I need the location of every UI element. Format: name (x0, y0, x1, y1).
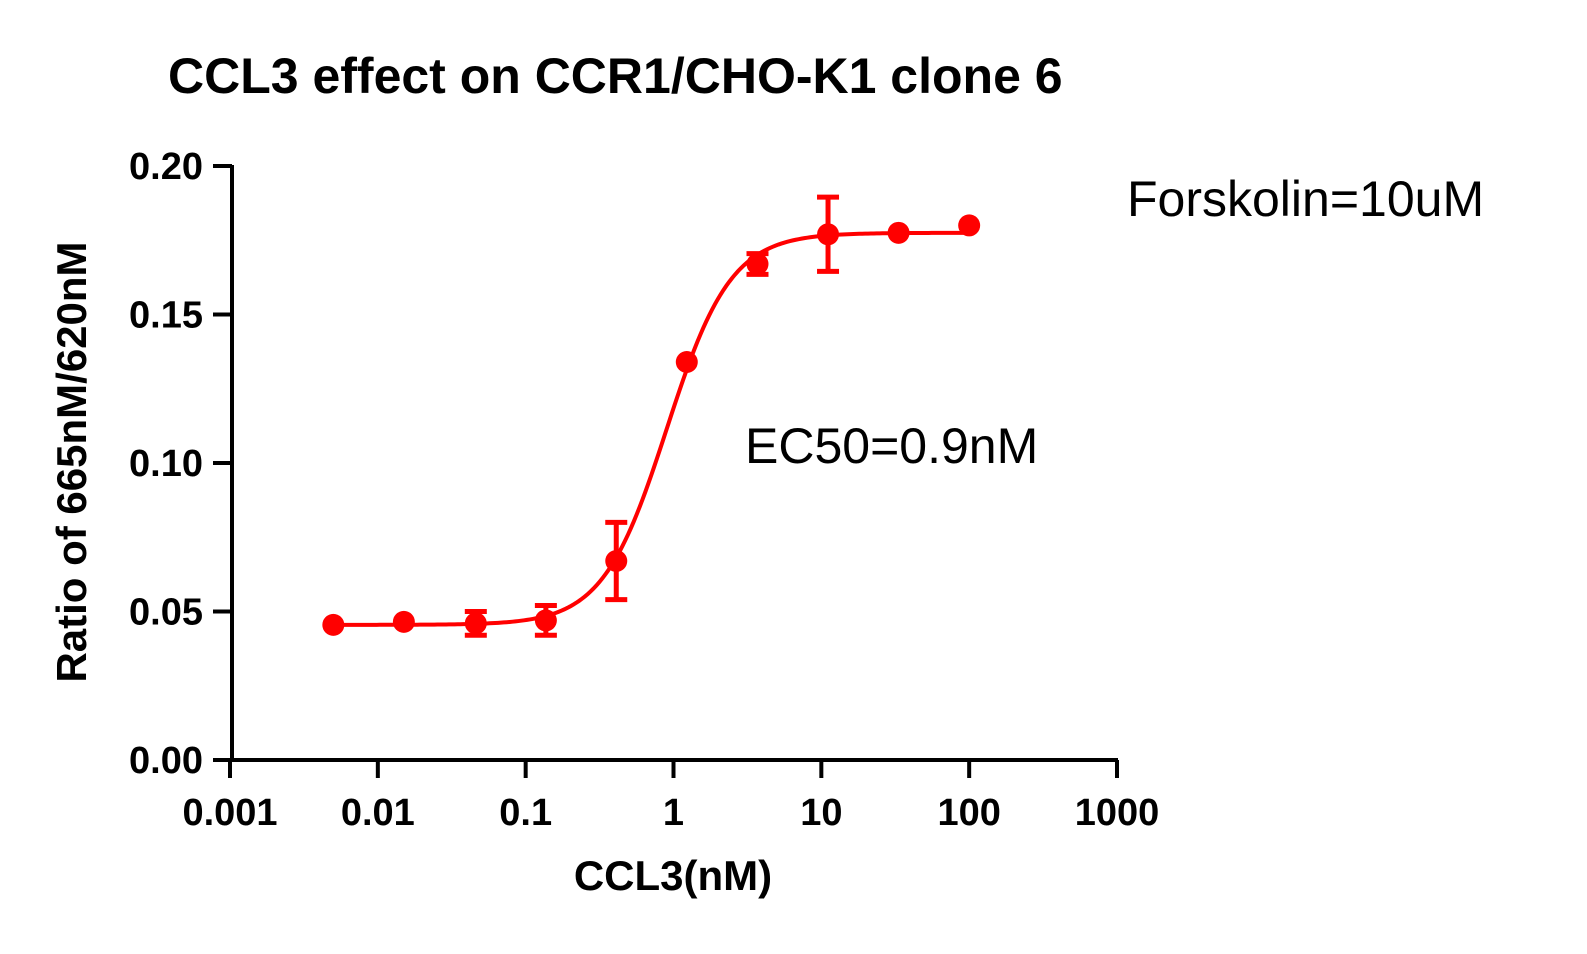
data-point (392, 610, 415, 633)
x-tick-label: 100 (937, 792, 1000, 834)
x-tick-label: 1 (663, 792, 684, 834)
y-tick-label: 0.00 (129, 740, 203, 782)
y-tick-label: 0.15 (129, 295, 203, 337)
y-tick-label: 0.10 (129, 443, 203, 485)
data-point (958, 214, 981, 237)
x-tick-label: 0.01 (341, 792, 415, 834)
data-point (464, 612, 487, 635)
x-tick-label: 0.001 (182, 792, 277, 834)
data-point (746, 253, 769, 276)
data-point (887, 221, 910, 244)
data-point (817, 223, 840, 246)
data-point (534, 609, 557, 632)
axes: 0.00 0.05 0.10 0.15 0.20 0.001 0.01 0.1 1 10 100 1… (129, 146, 1159, 834)
data-point (322, 613, 345, 636)
x-axis-label: CCL3(nM) (574, 852, 772, 899)
data-point (675, 351, 698, 374)
x-tick-label: 10 (800, 792, 842, 834)
fit-curve (333, 230, 970, 627)
y-tick-label: 0.05 (129, 592, 203, 634)
plot-area (322, 194, 981, 638)
forskolin-annotation: Forskolin=10uM (1127, 171, 1484, 227)
chart-title: CCL3 effect on CCR1/CHO-K1 clone 6 (168, 48, 1063, 104)
y-axis-label: Ratio of 665nM/620nM (48, 241, 95, 682)
ec50-annotation: EC50=0.9nM (745, 418, 1038, 474)
x-ticks: 0.001 0.01 0.1 1 10 100 1000 (182, 760, 1159, 834)
y-tick-label: 0.20 (129, 146, 203, 188)
x-tick-label: 1000 (1075, 792, 1160, 834)
data-point (605, 550, 628, 573)
y-ticks: 0.00 0.05 0.10 0.15 0.20 (129, 146, 232, 782)
x-tick-label: 0.1 (499, 792, 552, 834)
